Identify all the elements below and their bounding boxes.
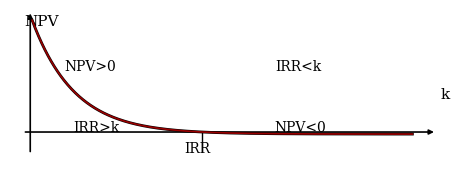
Text: IRR>k: IRR>k: [73, 121, 119, 135]
Text: IRR: IRR: [184, 142, 210, 156]
Text: NPV: NPV: [24, 15, 59, 29]
Text: NPV<0: NPV<0: [274, 121, 326, 135]
Text: IRR<k: IRR<k: [274, 60, 320, 74]
Text: NPV>0: NPV>0: [64, 60, 116, 74]
Text: k: k: [440, 88, 449, 102]
